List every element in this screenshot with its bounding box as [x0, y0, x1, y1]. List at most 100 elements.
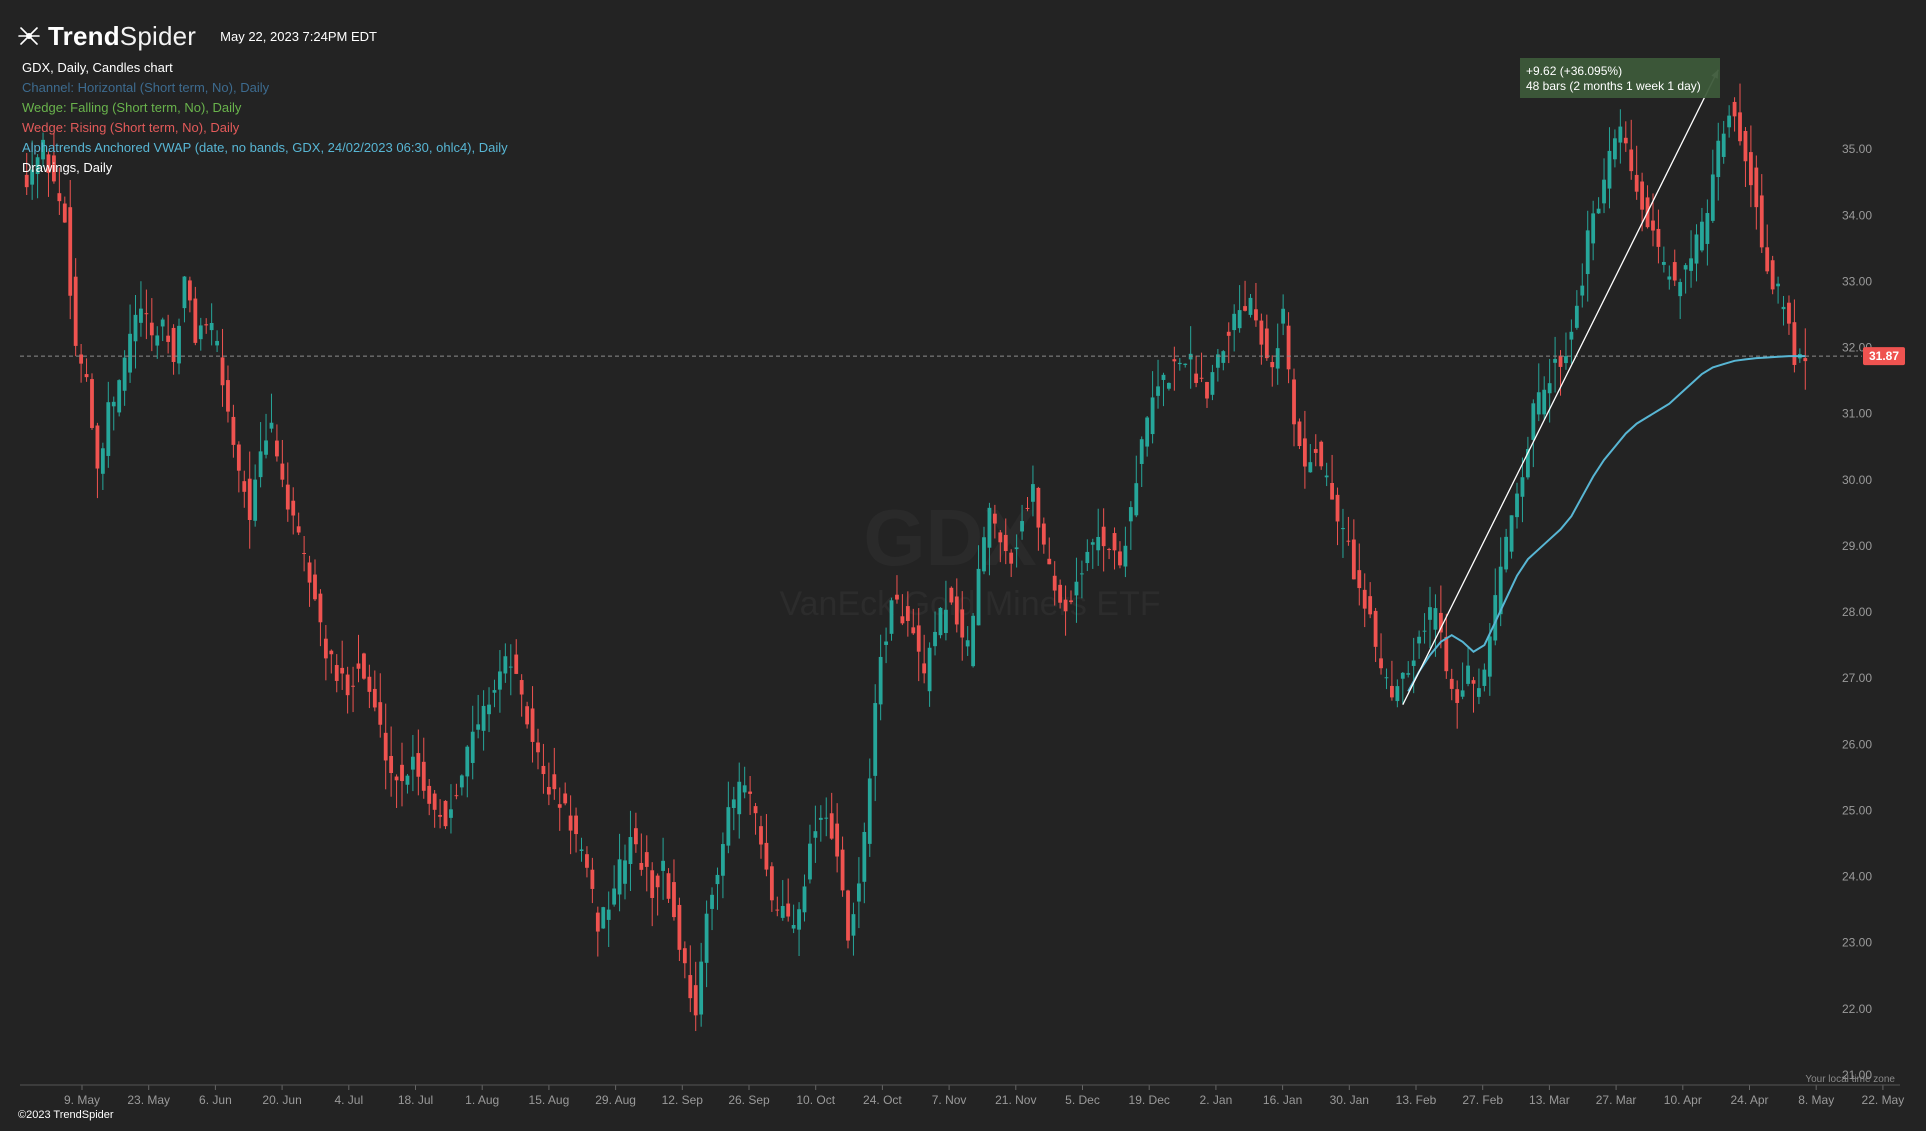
watermark-symbol: GDX: [863, 493, 1036, 582]
y-tick-label: 27.00: [1842, 671, 1872, 685]
x-tick-label: 24. Oct: [863, 1093, 902, 1107]
brand-logo[interactable]: Trend Spider: [18, 21, 196, 52]
candle: [90, 373, 94, 430]
x-tick-label: 4. Jul: [334, 1093, 363, 1107]
legend-anchored-vwap[interactable]: Alphatrends Anchored VWAP (date, no band…: [22, 140, 508, 155]
candle: [546, 762, 551, 806]
candle: [438, 799, 442, 829]
candle: [1433, 594, 1438, 657]
x-tick-label: 7. Nov: [932, 1093, 967, 1107]
candle: [30, 140, 35, 200]
candle: [1172, 346, 1177, 391]
candle: [721, 832, 725, 899]
candle: [786, 878, 791, 922]
y-tick-label: 34.00: [1842, 208, 1872, 222]
candle: [514, 639, 519, 675]
candle: [1183, 363, 1188, 368]
candle: [1058, 579, 1063, 609]
candle: [1705, 199, 1710, 266]
candle: [1161, 372, 1166, 407]
candle: [557, 787, 562, 831]
candle: [405, 773, 410, 794]
candle: [318, 589, 323, 647]
x-tick-label: 12. Sep: [662, 1093, 704, 1107]
candle: [987, 502, 992, 576]
candle: [166, 314, 171, 354]
candle: [818, 805, 823, 842]
candle: [916, 608, 921, 682]
candle: [160, 317, 165, 342]
timezone-label: Your local time zone: [1805, 1074, 1895, 1085]
candle: [791, 904, 796, 934]
footer-copyright: ©2023 TrendSpider: [18, 1109, 114, 1121]
candle: [1422, 613, 1427, 644]
candle: [351, 666, 355, 713]
anchored-vwap-line[interactable]: [1407, 355, 1806, 692]
candle: [454, 783, 459, 800]
candle: [1351, 519, 1356, 580]
candle: [503, 643, 508, 683]
candle: [824, 797, 829, 837]
candle: [1041, 517, 1046, 554]
candle: [1623, 121, 1628, 152]
candle: [285, 462, 290, 522]
y-tick-label: 26.00: [1842, 737, 1872, 751]
timestamp: May 22, 2023 7:24PM EDT: [220, 28, 377, 44]
measure-line[interactable]: [1402, 69, 1719, 705]
x-tick-label: 13. Mar: [1529, 1093, 1570, 1107]
candle: [1395, 679, 1400, 708]
x-tick-label: 27. Feb: [1462, 1093, 1503, 1107]
y-tick-label: 28.00: [1842, 605, 1872, 619]
candle: [884, 627, 888, 664]
candle: [1384, 668, 1389, 690]
candle: [563, 782, 568, 806]
candle: [79, 343, 84, 383]
candle: [84, 358, 89, 382]
candle: [258, 422, 263, 488]
legend-drawings[interactable]: Drawings, Daily: [22, 160, 113, 175]
candle: [590, 857, 595, 904]
candle: [1248, 293, 1253, 318]
candle: [378, 673, 383, 738]
legend-main-series[interactable]: GDX, Daily, Candles chart: [22, 60, 173, 75]
candle: [383, 703, 388, 790]
candle: [1792, 299, 1797, 373]
candle: [307, 555, 312, 607]
x-tick-label: 24. Apr: [1730, 1093, 1768, 1107]
x-tick-label: 21. Nov: [995, 1093, 1036, 1107]
candle: [922, 634, 927, 684]
x-tick-label: 10. Oct: [796, 1093, 835, 1107]
candle: [1341, 508, 1345, 558]
candle: [100, 442, 105, 490]
x-tick-label: 27. Mar: [1596, 1093, 1637, 1107]
candle: [128, 304, 132, 383]
candle: [1335, 487, 1340, 546]
candle: [1319, 440, 1324, 470]
candle: [519, 674, 524, 717]
y-tick-label: 33.00: [1842, 274, 1872, 288]
legend-wedge-falling[interactable]: Wedge: Falling (Short term, No), Daily: [22, 100, 242, 115]
candle: [1003, 518, 1008, 565]
candle: [362, 652, 366, 680]
candle: [530, 686, 535, 763]
candle: [1645, 185, 1650, 229]
candle: [459, 774, 464, 796]
candle: [1281, 294, 1286, 336]
candle: [612, 865, 617, 907]
candle: [193, 286, 198, 346]
legend-wedge-rising[interactable]: Wedge: Rising (Short term, No), Daily: [22, 120, 240, 135]
candle: [851, 902, 856, 956]
candle: [1226, 322, 1231, 364]
candle: [1683, 263, 1688, 294]
candle: [1449, 668, 1454, 701]
candle: [856, 857, 861, 929]
legend-channel-horizontal[interactable]: Channel: Horizontal (Short term, No), Da…: [22, 80, 270, 95]
candle: [416, 729, 421, 796]
candle: [1748, 125, 1753, 208]
candle: [742, 766, 747, 799]
candle: [1123, 526, 1128, 578]
candle: [1613, 129, 1617, 168]
candle: [1188, 326, 1193, 389]
candle: [1036, 486, 1041, 551]
